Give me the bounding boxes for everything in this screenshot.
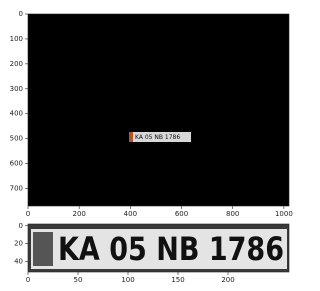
x-tick-label: 50: [74, 276, 83, 284]
x-tick-label: 200: [72, 210, 85, 218]
x-tick-label: 400: [124, 210, 137, 218]
y-tick-label: 100: [10, 35, 23, 43]
y-tick-label: 700: [10, 185, 23, 193]
x-tick-label: 150: [171, 276, 184, 284]
plate-emblem: [33, 232, 53, 266]
x-tick-label: 1000: [275, 210, 293, 218]
x-tick-label: 0: [26, 210, 30, 218]
y-tick-label: 600: [10, 160, 23, 168]
plate-emblem: [129, 132, 133, 142]
y-tick-label: 500: [10, 135, 23, 143]
x-tick-label: 100: [121, 276, 134, 284]
y-tick-label: 0: [19, 10, 23, 18]
x-tick-label: 0: [26, 276, 30, 284]
image: KA 05 NB 1786: [28, 14, 289, 206]
y-tick-label: 20: [14, 240, 23, 248]
y-tick-label: 0: [19, 222, 23, 230]
y-tick-label: 300: [10, 85, 23, 93]
page: KA 05 NB 1786020040060080010000100200300…: [0, 0, 320, 291]
x-tick-label: 800: [226, 210, 239, 218]
image-background: [28, 14, 289, 206]
image: KA 05 NB 1786: [28, 224, 289, 272]
x-tick-label: 600: [175, 210, 188, 218]
y-tick-label: 200: [10, 60, 23, 68]
y-tick-label: 400: [10, 110, 23, 118]
plate-text: KA 05 NB 1786: [58, 230, 284, 268]
y-tick-label: 40: [14, 257, 23, 265]
x-tick-label: 200: [221, 276, 234, 284]
plate-text: KA 05 NB 1786: [135, 134, 180, 141]
